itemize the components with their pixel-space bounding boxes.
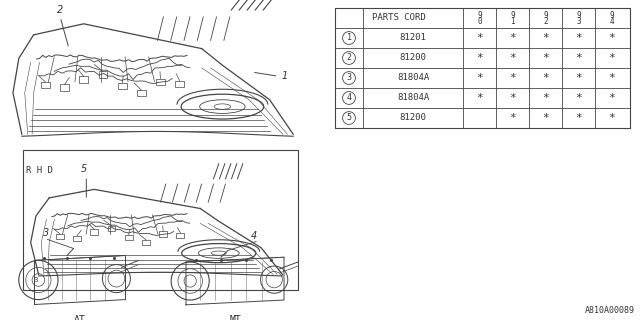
- Text: *: *: [575, 93, 582, 103]
- Text: MT: MT: [229, 315, 241, 320]
- Bar: [79, 76, 88, 83]
- Text: *: *: [542, 113, 549, 123]
- Bar: [156, 78, 165, 85]
- Ellipse shape: [198, 248, 239, 258]
- Text: 2: 2: [346, 53, 351, 62]
- Text: *: *: [509, 73, 516, 83]
- Text: R H D: R H D: [26, 166, 53, 175]
- Text: *: *: [476, 73, 483, 83]
- Ellipse shape: [214, 104, 230, 109]
- Bar: [125, 235, 132, 240]
- Bar: [159, 231, 167, 237]
- Text: *: *: [509, 33, 516, 43]
- Text: 9: 9: [543, 11, 548, 20]
- Text: *: *: [575, 33, 582, 43]
- Text: 3: 3: [576, 17, 581, 26]
- Text: 9: 9: [477, 11, 482, 20]
- Text: *: *: [509, 113, 516, 123]
- Ellipse shape: [200, 100, 245, 113]
- Text: 1: 1: [346, 34, 351, 43]
- Text: *: *: [476, 53, 483, 63]
- Text: *: *: [575, 53, 582, 63]
- Text: *: *: [542, 53, 549, 63]
- Text: *: *: [509, 53, 516, 63]
- Text: 0: 0: [477, 17, 482, 26]
- Text: 4: 4: [346, 93, 351, 102]
- Text: *: *: [608, 93, 615, 103]
- Text: A810A00089: A810A00089: [585, 306, 635, 315]
- Text: 2: 2: [57, 5, 63, 15]
- Text: 81804A: 81804A: [397, 93, 429, 102]
- Bar: [335, 8, 630, 128]
- Ellipse shape: [182, 244, 256, 263]
- Text: 4: 4: [251, 230, 257, 241]
- Text: 81201: 81201: [399, 34, 426, 43]
- Text: *: *: [542, 73, 549, 83]
- Text: 3: 3: [42, 228, 49, 238]
- Text: *: *: [608, 113, 615, 123]
- Bar: [108, 226, 115, 231]
- Text: 9: 9: [576, 11, 581, 20]
- Text: 3: 3: [346, 74, 351, 83]
- Bar: [23, 150, 298, 290]
- Text: *: *: [575, 113, 582, 123]
- Text: 3: 3: [33, 277, 38, 283]
- Text: 5: 5: [346, 114, 351, 123]
- Bar: [90, 229, 98, 235]
- Text: *: *: [476, 93, 483, 103]
- Text: 5: 5: [81, 164, 87, 174]
- Text: *: *: [608, 53, 615, 63]
- Text: *: *: [575, 73, 582, 83]
- Text: 4: 4: [609, 17, 614, 26]
- Bar: [56, 234, 64, 239]
- Text: 9: 9: [609, 11, 614, 20]
- Text: 81200: 81200: [399, 53, 426, 62]
- Bar: [137, 90, 146, 96]
- Text: *: *: [608, 73, 615, 83]
- Text: *: *: [542, 93, 549, 103]
- Text: *: *: [509, 93, 516, 103]
- Bar: [41, 82, 50, 88]
- Bar: [99, 71, 108, 78]
- Text: 1: 1: [510, 17, 515, 26]
- Text: 81804A: 81804A: [397, 74, 429, 83]
- Bar: [118, 83, 127, 89]
- Text: AT: AT: [74, 315, 86, 320]
- Text: *: *: [476, 33, 483, 43]
- Ellipse shape: [211, 251, 226, 255]
- Bar: [60, 84, 69, 91]
- Bar: [142, 240, 150, 245]
- Text: 2: 2: [543, 17, 548, 26]
- Text: 9: 9: [510, 11, 515, 20]
- Bar: [177, 233, 184, 238]
- Bar: [175, 81, 184, 87]
- Bar: [73, 236, 81, 241]
- Ellipse shape: [181, 94, 264, 119]
- Text: *: *: [608, 33, 615, 43]
- Text: 81200: 81200: [399, 114, 426, 123]
- Text: 1: 1: [282, 71, 287, 81]
- Text: *: *: [542, 33, 549, 43]
- Text: PARTS CORD: PARTS CORD: [372, 13, 426, 22]
